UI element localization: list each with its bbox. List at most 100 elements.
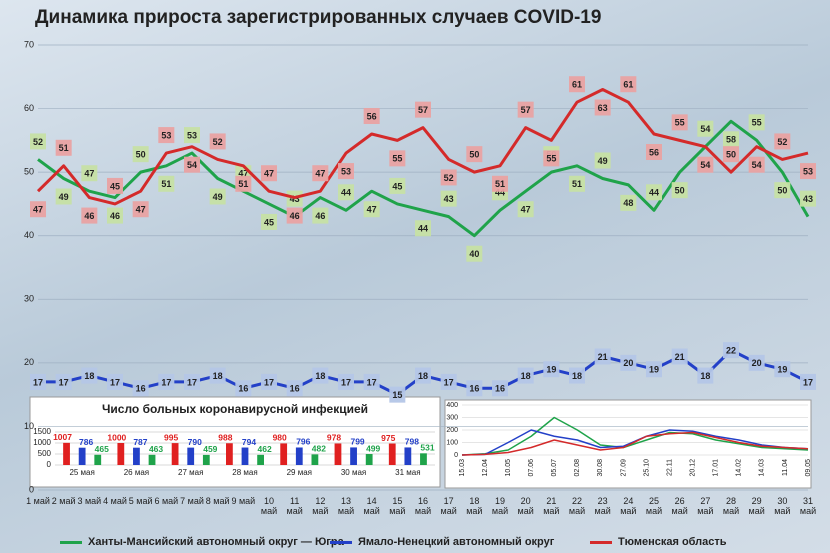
data-label: 17 — [33, 377, 43, 387]
data-label: 54 — [752, 160, 762, 170]
data-label: 16 — [495, 384, 505, 394]
legend-swatch — [60, 540, 82, 544]
data-label: 53 — [187, 130, 197, 140]
x-tick-label: 02.08 — [574, 459, 581, 477]
x-tick-label: 28 май — [722, 496, 740, 516]
bar — [78, 447, 86, 465]
bar — [94, 454, 102, 465]
data-label: 19 — [649, 365, 659, 375]
x-tick-label: 21 май — [543, 496, 560, 516]
data-label: 19 — [777, 365, 787, 375]
data-label: 50 — [136, 150, 146, 160]
data-label: 16 — [290, 384, 300, 394]
data-label-box — [569, 76, 585, 93]
data-label-box — [748, 114, 765, 131]
bar — [187, 447, 195, 465]
data-label-box — [594, 152, 611, 169]
data-label-box — [132, 380, 149, 397]
data-label-box — [569, 175, 585, 192]
bar — [334, 443, 342, 465]
data-label: 988 — [218, 433, 232, 443]
bar — [133, 447, 140, 465]
data-label: 18 — [84, 371, 94, 381]
x-tick-label: 25.10 — [643, 459, 650, 477]
data-label-box — [800, 190, 816, 207]
x-tick-label: 3 май — [77, 496, 102, 506]
data-label-box — [132, 201, 149, 218]
y-tick-label: 40 — [24, 230, 34, 240]
x-tick-label: 28 мая — [232, 468, 257, 477]
bar — [350, 447, 357, 465]
x-tick-label: 24 май — [620, 496, 637, 516]
x-tick-label: 5 май — [128, 496, 153, 506]
data-label-box — [261, 373, 277, 390]
data-label: 46 — [84, 211, 94, 221]
series-line — [461, 431, 809, 456]
data-label-box — [543, 361, 560, 378]
data-label-box — [697, 156, 714, 173]
data-label: 49 — [213, 192, 223, 202]
data-label-box — [81, 207, 98, 224]
data-label-box — [184, 156, 200, 173]
data-label-box — [158, 127, 175, 144]
data-label: 15 — [392, 390, 402, 400]
data-label-box — [55, 139, 72, 156]
y-tick-label: 0 — [29, 484, 34, 494]
data-label: 798 — [405, 437, 419, 447]
data-label: 45 — [392, 181, 402, 191]
data-label: 55 — [546, 154, 556, 164]
data-label-box — [774, 361, 791, 378]
data-label-box — [723, 342, 739, 359]
x-tick-label: 30 мая — [341, 468, 366, 477]
data-label-box — [800, 163, 816, 180]
bar — [280, 443, 288, 465]
data-label: 20 — [623, 358, 633, 368]
x-tick-label: 27 май — [697, 496, 714, 516]
data-label: 17 — [59, 377, 69, 387]
data-label: 44 — [418, 224, 428, 234]
data-label-box — [774, 133, 791, 150]
data-label: 55 — [675, 118, 685, 128]
x-tick-label: 26 мая — [124, 468, 149, 477]
x-tick-label: 8 май — [205, 496, 230, 506]
x-tick-label: 2 май — [51, 496, 76, 506]
data-label-box — [671, 114, 688, 131]
legend-item: Тюменская область — [590, 536, 727, 548]
data-label: 43 — [803, 194, 813, 204]
data-label: 52 — [444, 173, 454, 183]
data-label: 18 — [572, 371, 582, 381]
data-label-box — [363, 373, 380, 390]
data-label: 48 — [623, 198, 633, 208]
data-label: 465 — [95, 444, 109, 454]
x-tick-label: 18 май — [466, 496, 483, 516]
data-label-box — [569, 367, 585, 384]
data-label: 18 — [418, 371, 428, 381]
data-label-box — [748, 156, 765, 173]
data-label: 786 — [79, 437, 93, 447]
data-label: 995 — [164, 432, 178, 442]
x-tick-label: 31 мая — [395, 468, 420, 477]
x-tick-label: 31 май — [799, 496, 817, 516]
x-tick-label: 13 май — [337, 496, 355, 516]
data-label-box — [620, 354, 637, 371]
y-tick-label: 50 — [24, 167, 34, 177]
data-label-box — [30, 373, 46, 390]
data-label: 51 — [161, 179, 171, 189]
data-label: 51 — [495, 179, 505, 189]
x-tick-label: 10.05 — [505, 459, 512, 477]
legend-item: Ямало-Ненецкий автономный округ — [330, 536, 554, 548]
data-label: 49 — [59, 192, 69, 202]
data-label: 17 — [341, 377, 351, 387]
data-label-box — [107, 207, 123, 224]
bar — [171, 443, 179, 465]
data-label-box — [415, 101, 431, 118]
data-label-box — [697, 120, 714, 137]
x-tick-label: 25 мая — [69, 468, 94, 477]
y-tick-label: 0 — [47, 460, 52, 469]
data-label-box — [646, 184, 662, 201]
bar — [365, 454, 373, 465]
data-label-box — [107, 373, 123, 390]
data-label: 22 — [726, 346, 736, 356]
x-tick-label: 30 май — [774, 496, 791, 516]
data-label: 47 — [84, 169, 94, 179]
